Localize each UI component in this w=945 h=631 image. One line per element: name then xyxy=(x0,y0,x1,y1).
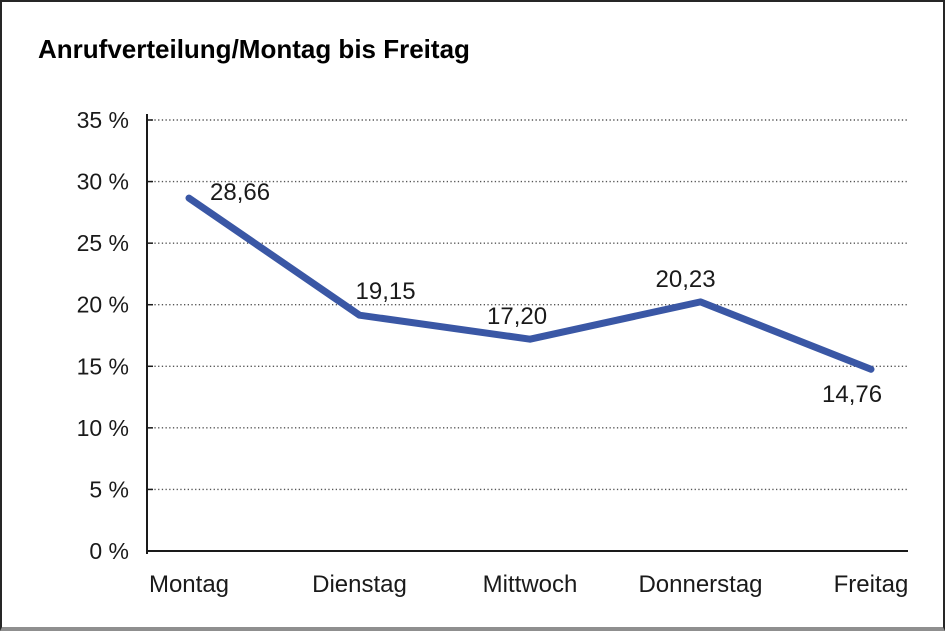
point-value-label: 17,20 xyxy=(487,303,547,330)
x-axis-label-dienstag: Dienstag xyxy=(312,571,407,598)
y-tick-label: 5 % xyxy=(89,476,129,502)
y-tick-label: 25 % xyxy=(77,230,129,256)
point-value-label: 19,15 xyxy=(356,278,416,305)
x-axis-label-montag: Montag xyxy=(149,571,229,598)
y-tick-label: 30 % xyxy=(77,169,129,195)
series-line xyxy=(185,194,875,373)
y-tick-label: 20 % xyxy=(77,292,129,318)
y-tick-label: 10 % xyxy=(77,415,129,441)
y-tick-label: 15 % xyxy=(77,353,129,379)
point-value-label: 28,66 xyxy=(210,179,270,206)
x-axis-label-donnerstag: Donnerstag xyxy=(638,571,762,598)
x-axis-label-mittwoch: Mittwoch xyxy=(483,571,578,598)
x-axis-label-freitag: Freitag xyxy=(834,571,909,598)
y-tick-label: 0 % xyxy=(89,538,129,564)
y-tick-label: 35 % xyxy=(77,107,129,133)
point-value-label: 20,23 xyxy=(656,266,716,293)
chart-title: Anrufverteilung/Montag bis Freitag xyxy=(38,34,470,64)
point-value-label: 14,76 xyxy=(822,381,882,408)
